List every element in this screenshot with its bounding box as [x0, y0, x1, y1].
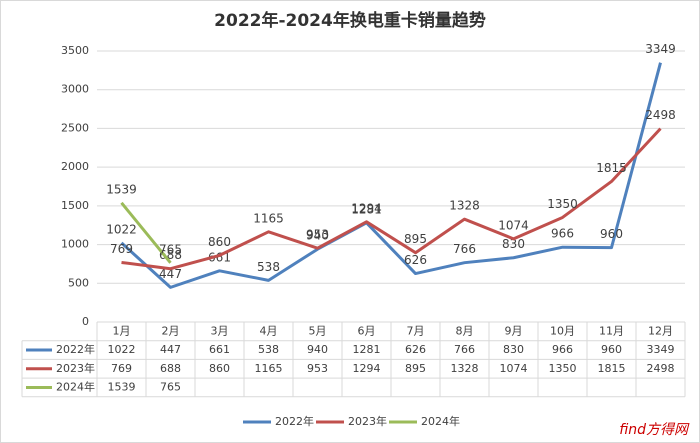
data-label: 538 — [257, 260, 280, 274]
table-cell: 766 — [454, 343, 475, 356]
data-label: 1165 — [253, 211, 284, 225]
table-cell: 1350 — [549, 362, 577, 375]
y-tick-label: 2500 — [61, 121, 89, 134]
data-label: 2498 — [645, 108, 676, 122]
series-line — [121, 127, 662, 271]
data-label: 1350 — [547, 197, 578, 211]
y-tick-label: 500 — [68, 276, 89, 289]
x-tick-label: 10月 — [550, 324, 575, 337]
table-cell: 1074 — [500, 362, 528, 375]
x-tick-label: 3月 — [211, 324, 229, 337]
x-tick-label: 7月 — [407, 324, 425, 337]
y-tick-label: 0 — [82, 315, 89, 328]
table-cell: 661 — [209, 343, 230, 356]
x-tick-label: 4月 — [260, 324, 278, 337]
chart-title: 2022年-2024年换电重卡销量趋势 — [214, 10, 486, 31]
table-cell: 538 — [258, 343, 279, 356]
x-tick-label: 5月 — [309, 324, 327, 337]
data-label: 830 — [502, 237, 525, 251]
table-cell: 1294 — [353, 362, 381, 375]
data-label: 1022 — [106, 222, 137, 236]
table-cell: 447 — [160, 343, 181, 356]
x-tick-label: 2月 — [162, 324, 180, 337]
table-series-name: 2023年 — [56, 361, 95, 375]
series-line — [120, 201, 172, 264]
table-cell: 688 — [160, 362, 181, 375]
table-cell: 1328 — [451, 362, 479, 375]
x-tick-label: 9月 — [505, 324, 523, 337]
data-label: 769 — [110, 242, 133, 256]
data-label: 966 — [551, 227, 574, 241]
data-label: 1328 — [449, 199, 480, 213]
table-cell: 2498 — [647, 362, 675, 375]
data-label: 626 — [404, 253, 427, 267]
table-cell: 1281 — [353, 343, 381, 356]
table-cell: 953 — [307, 362, 328, 375]
x-tick-label: 11月 — [599, 324, 624, 337]
table-series-name: 2024年 — [56, 379, 95, 393]
data-label: 765 — [159, 242, 182, 256]
data-label: 1539 — [106, 182, 137, 196]
table-cell: 1539 — [108, 380, 136, 393]
data-label: 688 — [159, 248, 182, 262]
data-label: 1294 — [351, 201, 382, 215]
table-cell: 940 — [307, 343, 328, 356]
data-label: 1815 — [596, 161, 627, 175]
data-label: 1281 — [351, 202, 382, 216]
y-tick-label: 3000 — [61, 83, 89, 96]
data-label: 953 — [306, 228, 329, 242]
y-tick-label: 1000 — [61, 238, 89, 251]
table-cell: 830 — [503, 343, 524, 356]
table-cell: 860 — [209, 362, 230, 375]
table-cell: 1815 — [598, 362, 626, 375]
data-label: 3349 — [645, 42, 676, 56]
table-cell: 765 — [160, 380, 181, 393]
y-tick-label: 2000 — [61, 160, 89, 173]
data-label: 860 — [208, 235, 231, 249]
table-cell: 769 — [111, 362, 132, 375]
legend-label: 2022年 — [275, 414, 314, 428]
table-cell: 1022 — [108, 343, 136, 356]
x-tick-label: 12月 — [648, 324, 673, 337]
x-tick-label: 1月 — [113, 324, 131, 337]
watermark: find方得网 — [619, 422, 690, 438]
table-cell: 626 — [405, 343, 426, 356]
legend-label: 2023年 — [348, 414, 387, 428]
table-cell: 966 — [552, 343, 573, 356]
legend-label: 2024年 — [421, 414, 460, 428]
y-tick-label: 3500 — [61, 44, 89, 57]
table-cell: 960 — [601, 343, 622, 356]
y-tick-label: 1500 — [61, 199, 89, 212]
table-cell: 1165 — [255, 362, 283, 375]
data-label: 960 — [600, 227, 623, 241]
data-label: 766 — [453, 242, 476, 256]
x-tick-label: 8月 — [456, 324, 474, 337]
x-tick-label: 6月 — [358, 324, 376, 337]
data-label: 1074 — [498, 218, 529, 232]
data-label: 940 — [306, 229, 329, 243]
series-line — [120, 62, 662, 289]
data-label: 447 — [159, 267, 182, 281]
table-cell: 895 — [405, 362, 426, 375]
table-cell: 3349 — [647, 343, 675, 356]
data-label: 895 — [404, 232, 427, 246]
table-series-name: 2022年 — [56, 342, 95, 356]
